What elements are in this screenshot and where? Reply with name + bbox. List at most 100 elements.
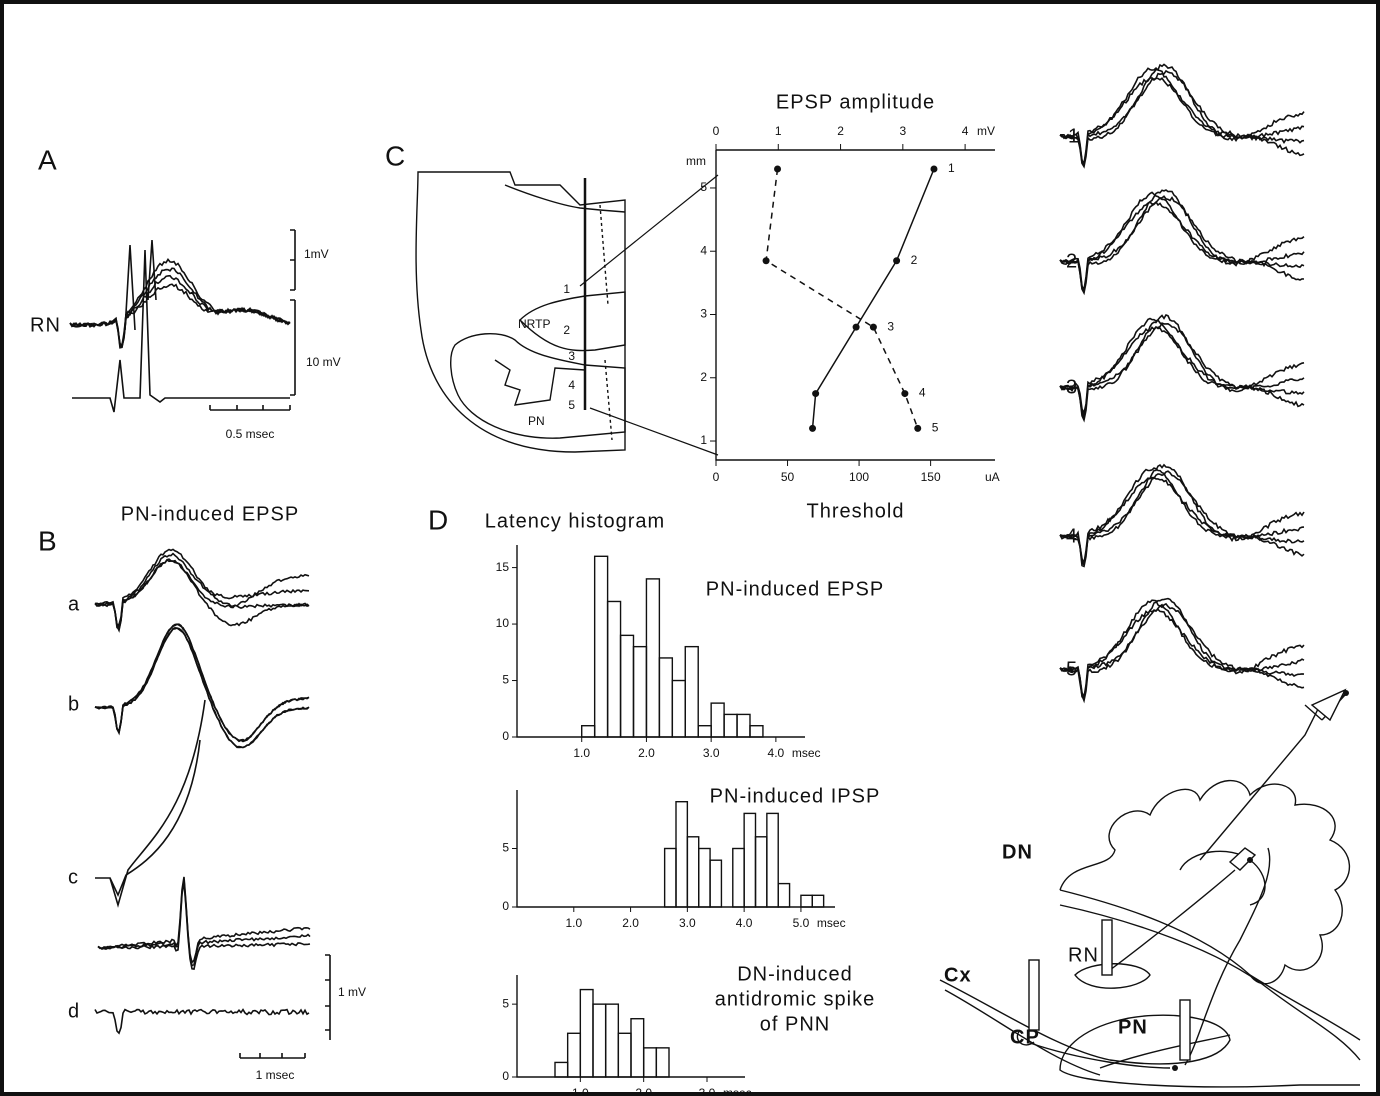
point [852, 323, 860, 331]
x2-axis-title: EPSP amplitude [776, 91, 935, 113]
y-tick-label: 15 [496, 560, 510, 574]
bar [655, 1047, 670, 1078]
x-tick-label: 100 [849, 470, 869, 484]
y-tick-label: 10 [496, 616, 510, 630]
x-tick-label: 0 [713, 470, 720, 484]
panel-title: PN-induced EPSP [121, 503, 299, 525]
trace [124, 239, 157, 331]
synapse [1343, 690, 1349, 696]
x-tick-label: 4.0 [768, 746, 785, 760]
panel-label: B [38, 525, 57, 556]
chart-title: antidromic spike [715, 988, 876, 1010]
point-label: 3 [887, 319, 894, 333]
trace [1059, 195, 1305, 295]
trace [94, 548, 310, 626]
x-unit: msec [817, 916, 846, 930]
y-unit: mm [686, 154, 706, 168]
brain-slice [415, 171, 626, 453]
depth-label: 5 [568, 398, 575, 412]
bar [709, 859, 723, 908]
chart-title: PN-induced IPSP [710, 785, 881, 807]
scale-label: 1 msec [256, 1068, 295, 1082]
panel-label: C [385, 140, 405, 171]
region-label: PN [528, 414, 545, 428]
point [869, 323, 877, 331]
trace-label: RN [30, 314, 61, 336]
chart-title: DN-induced [737, 963, 853, 985]
chart-title: PN-induced EPSP [706, 578, 884, 600]
diagram-label: DN [1002, 841, 1033, 863]
trace [1059, 189, 1305, 296]
trace [1059, 314, 1305, 423]
y-tick-label: 4 [700, 243, 707, 257]
depth-label: 2 [563, 323, 570, 337]
x-tick-label: 1.0 [572, 1086, 589, 1096]
synapse [1172, 1065, 1178, 1071]
point [914, 424, 922, 432]
trace [1059, 470, 1305, 567]
trace [1059, 317, 1305, 419]
diagram-label: Cx [944, 964, 972, 986]
trace [97, 881, 311, 971]
trace [94, 552, 310, 629]
bar [811, 894, 825, 908]
trace [1059, 66, 1305, 166]
y-tick-label: 0 [502, 1069, 509, 1083]
x-tick-label: 5.0 [793, 916, 810, 930]
y-tick-label: 5 [502, 841, 509, 855]
diagram-label: RN [1068, 944, 1099, 966]
point-label: 1 [948, 161, 955, 175]
scale-label: 10 mV [306, 355, 341, 369]
depth-label: 1 [563, 282, 570, 296]
scale-bar [239, 954, 331, 1059]
trace [1059, 599, 1305, 701]
trace [1059, 322, 1305, 417]
pathway-diagram [939, 694, 1361, 1088]
projection-line [589, 407, 719, 456]
bar [749, 725, 764, 738]
x-tick-label: 2.0 [638, 746, 655, 760]
trace [95, 699, 206, 908]
trace [1059, 69, 1305, 169]
chart-title: of PNN [760, 1013, 830, 1035]
x-tick-label: 50 [781, 470, 795, 484]
point [901, 390, 909, 398]
region-label: NRTP [518, 317, 550, 331]
x2-tick-label: 3 [899, 124, 906, 138]
x-tick-label: 4.0 [736, 916, 753, 930]
x2-tick-label: 0 [713, 124, 720, 138]
y-tick-label: 5 [700, 180, 707, 194]
trace-label: a [68, 593, 80, 615]
trace [1059, 467, 1305, 567]
x-tick-label: 1.0 [565, 916, 582, 930]
trace-label: b [68, 693, 80, 715]
trace [72, 249, 290, 413]
depth-label: 4 [568, 378, 575, 392]
y-tick-label: 3 [700, 307, 707, 321]
y-tick-label: 0 [502, 729, 509, 743]
trace [94, 1008, 310, 1035]
trace [94, 558, 310, 633]
x-unit: msec [723, 1086, 752, 1096]
scale-label: 0.5 msec [226, 427, 275, 441]
y-tick-label: 0 [502, 899, 509, 913]
x2-tick-label: 4 [962, 124, 969, 138]
trace [69, 258, 291, 347]
y-tick-label: 5 [502, 673, 509, 687]
trace [94, 626, 310, 749]
scale-bar [209, 229, 296, 411]
x2-tick-label: 1 [775, 124, 782, 138]
x-unit: msec [792, 746, 821, 760]
point-label: 2 [911, 253, 918, 267]
x-tick-label: 150 [921, 470, 941, 484]
scale-label: 1mV [304, 247, 329, 261]
x-unit: uA [985, 470, 1000, 484]
trace-label: d [68, 1000, 80, 1022]
x-tick-label: 1.0 [573, 746, 590, 760]
x-axis-title: Threshold [807, 500, 905, 522]
x-tick-label: 3.0 [679, 916, 696, 930]
trace [1059, 63, 1305, 169]
point [812, 390, 820, 398]
